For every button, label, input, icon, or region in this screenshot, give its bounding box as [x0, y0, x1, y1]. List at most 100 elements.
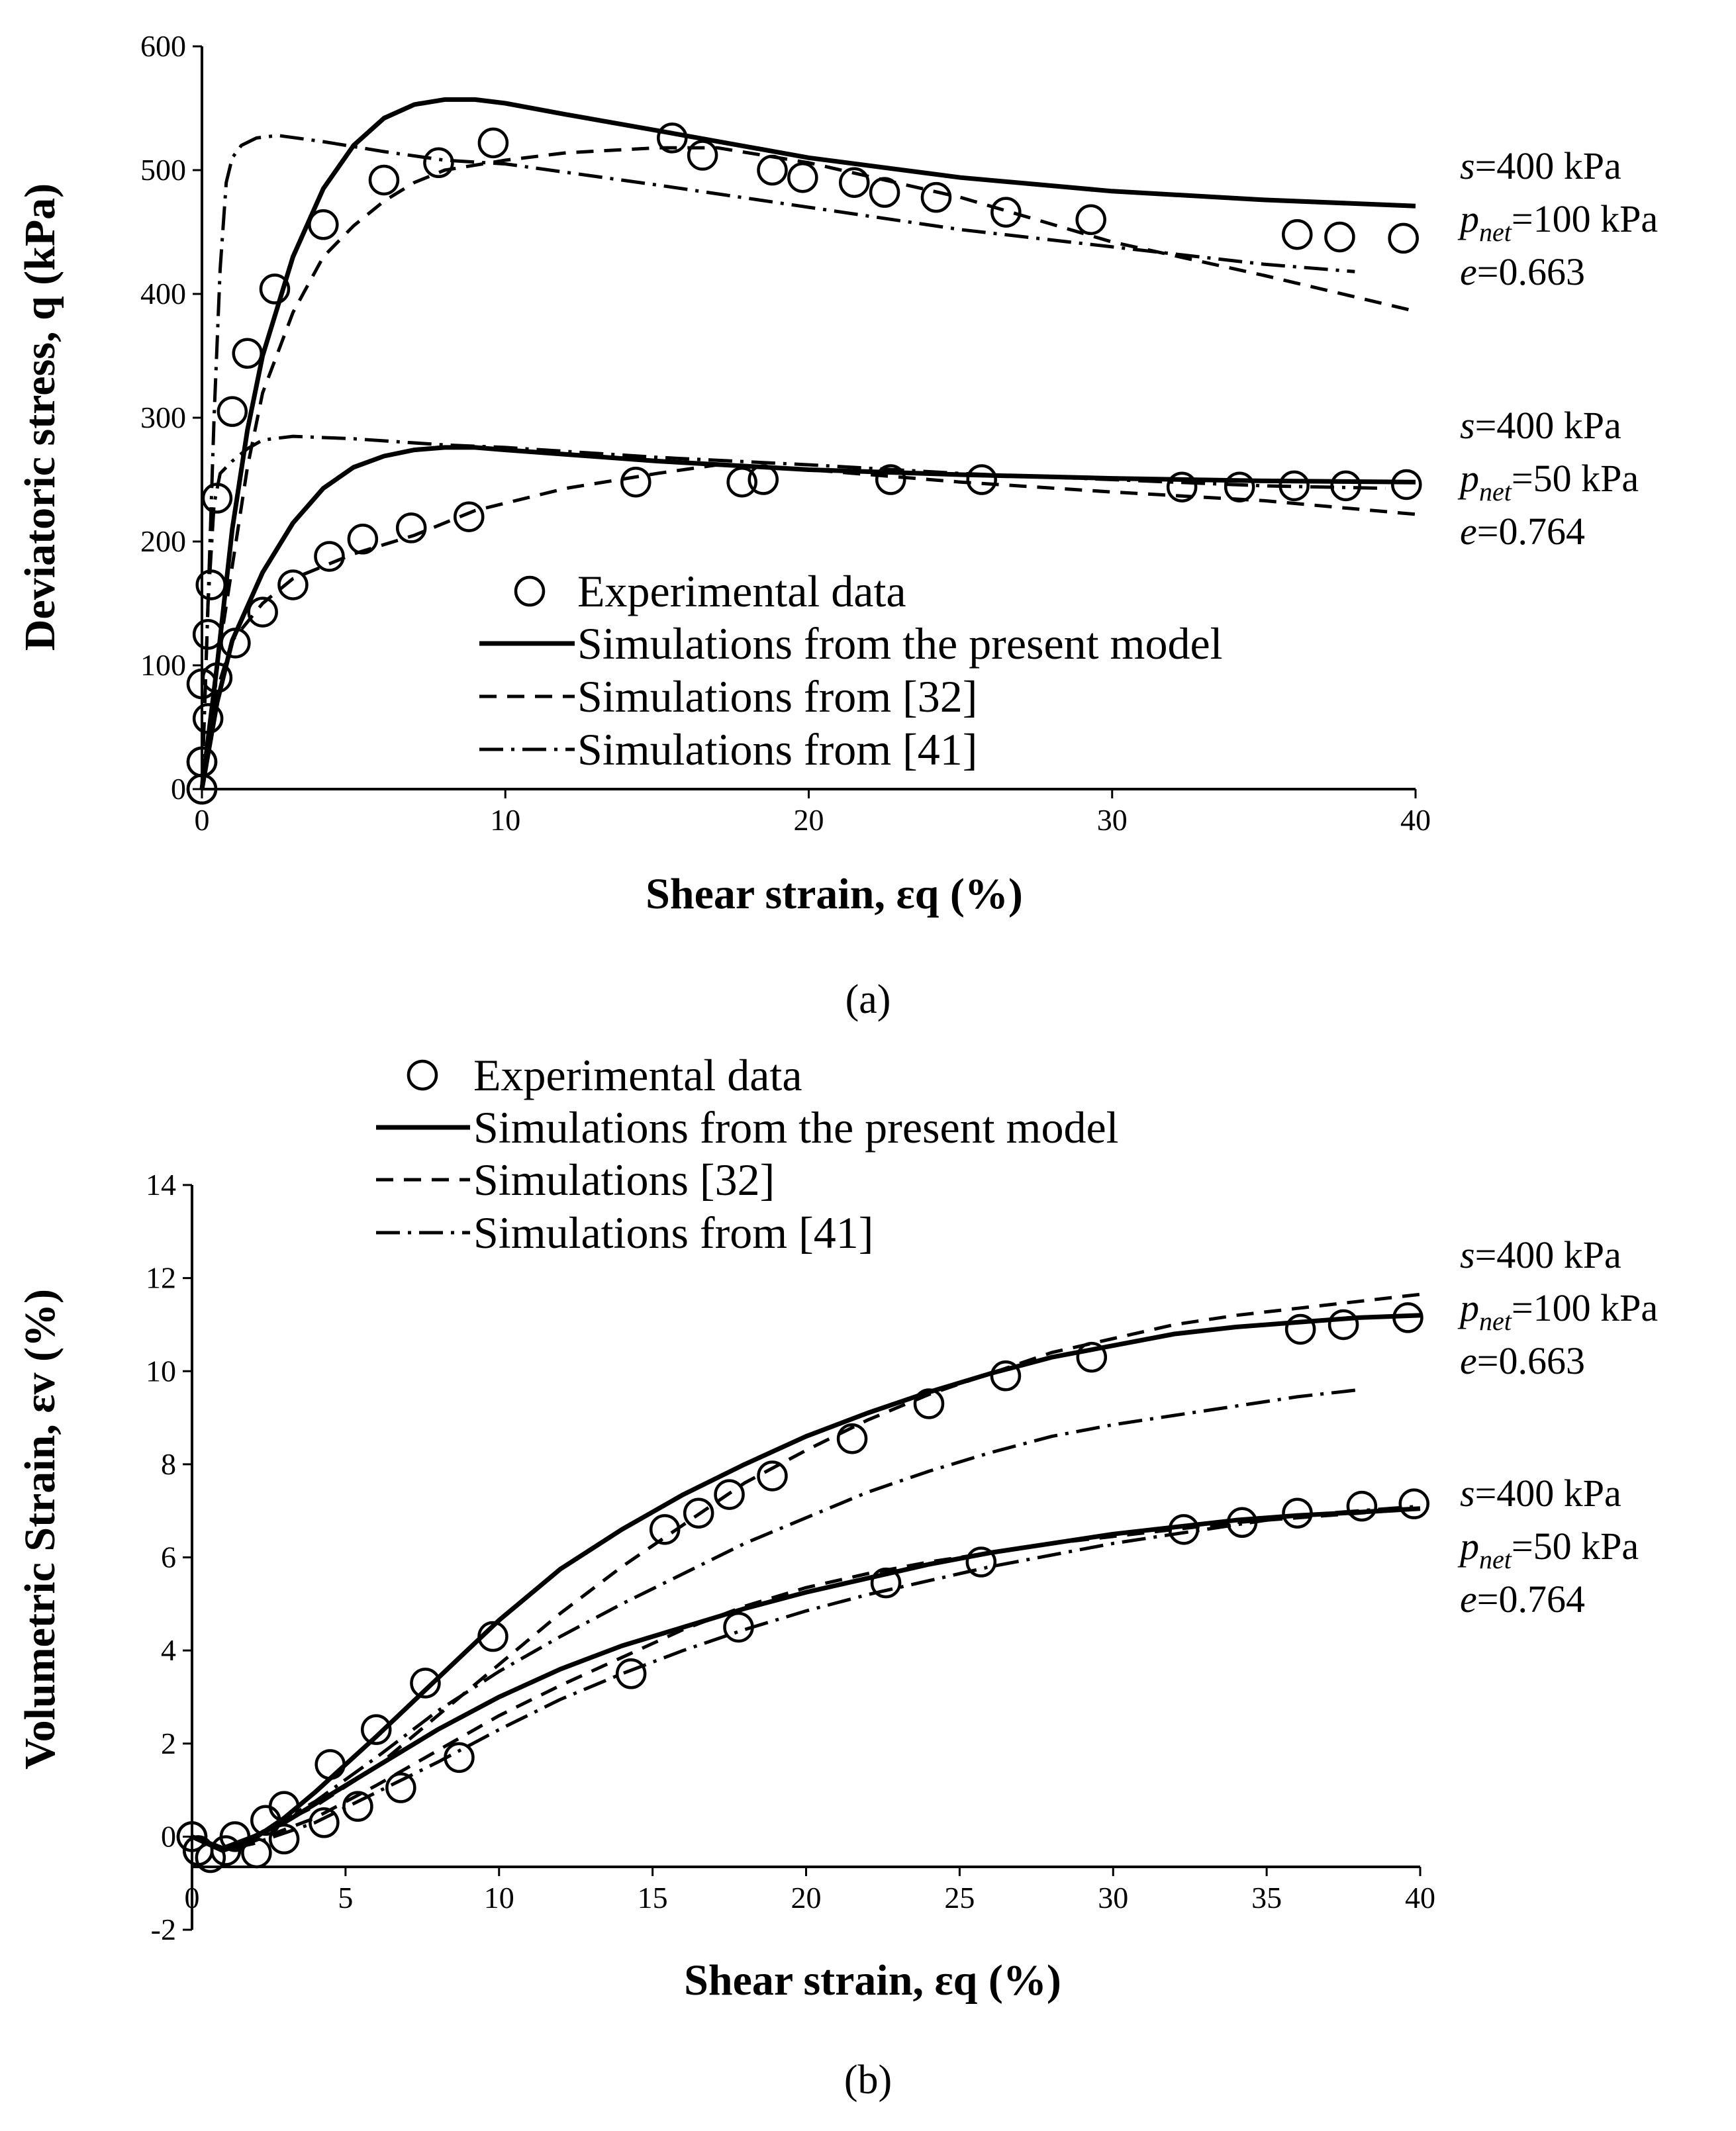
panel-b-annotation-2-s: s=400 kPa: [1460, 1472, 1621, 1515]
panel-a-experimental-point: [875, 464, 906, 495]
panel-a-series-solid: [199, 97, 1416, 790]
panel-b-experimental-point: [1398, 1488, 1429, 1519]
panel-a-x-axis-title: Shear strain, εq (%): [646, 870, 1023, 918]
panel-a-annotation-2-s: s=400 kPa: [1460, 404, 1621, 447]
panel-a-y-tick-label: 200: [140, 524, 186, 558]
panel-a: 0 100 200 300 400 500 600 0 10 20 30 40 Deviatoric …: [16, 29, 1658, 1022]
legend-marker-experimental-b: [407, 1059, 438, 1091]
panel-b-experimental-point: [615, 1658, 647, 1689]
panel-b-experimental-point: [757, 1460, 788, 1492]
panel-a-y-tick-label: 100: [140, 648, 186, 682]
panel-a-experimental-point: [314, 541, 345, 572]
panel-a-y-tick-label: 500: [140, 153, 186, 187]
panel-b-series-dashed: [191, 1507, 1421, 1852]
panel-a-annotation-1-e: e=0.663: [1460, 250, 1585, 293]
panel-a-experimental-point: [423, 147, 454, 179]
panel-b-y-tick-label: 12: [146, 1261, 176, 1295]
panel-b-legend-ref41: Simulations from [41]: [473, 1208, 873, 1258]
panel-b-annotation-2-pnet: pnet=50 kPa: [1457, 1525, 1639, 1574]
panel-b-annotation-2-e: e=0.764: [1460, 1578, 1585, 1621]
panel-a-x-tick-label: 0: [195, 803, 210, 837]
panel-a-series-dashdot: [200, 434, 1386, 790]
panel-b-x-tick-label: 25: [944, 1881, 975, 1915]
panel-a-experimental-point: [687, 140, 718, 171]
panel-a-annotation-2-e: e=0.764: [1460, 510, 1585, 553]
panel-b-y-tick-label: -2: [151, 1913, 176, 1946]
panel-b-experimental-point: [990, 1360, 1022, 1392]
panel-b-experimental-point: [1076, 1341, 1108, 1373]
panel-b-x-tick-label: 0: [185, 1881, 200, 1915]
panel-a-legend-present-model: Simulations from the present model: [577, 618, 1223, 669]
panel-a-series-dashed: [200, 463, 1416, 790]
panel-a-y-tick-label: 600: [140, 29, 186, 63]
panel-a-experimental-point: [757, 154, 788, 186]
panel-b-series-dashed: [191, 1292, 1421, 1850]
panel-a-experimental-point: [277, 569, 309, 600]
panel-b-series-solid: [191, 1506, 1421, 1851]
panel-b: -2 0 2 4 6 8 10 12 14 0 5 10 15 20 25 30 35 40 Volumetric…: [16, 1050, 1658, 2103]
panel-a-experimental-point: [1075, 204, 1106, 236]
panel-a-experimental-point: [620, 466, 651, 498]
panel-b-y-tick-label: 14: [146, 1168, 176, 1202]
panel-b-experimental-point: [314, 1749, 346, 1780]
panel-a-experimental-point: [247, 596, 278, 628]
panel-b-y-tick-label: 2: [161, 1727, 176, 1760]
panel-b-y-tick-label: 4: [161, 1633, 176, 1667]
panel-a-x-tick-label: 30: [1097, 803, 1128, 837]
panel-b-x-tick-label: 10: [484, 1881, 514, 1915]
legend-marker-experimental: [514, 575, 546, 607]
panel-b-x-tick-label: 5: [338, 1881, 353, 1915]
panel-b-x-tick-label: 40: [1405, 1881, 1435, 1915]
panel-b-experimental-point: [309, 1807, 340, 1838]
panel-b-x-tick-label: 30: [1098, 1881, 1128, 1915]
panel-a-x-tick-label: 40: [1400, 803, 1431, 837]
panel-b-annotation-1-e: e=0.663: [1460, 1339, 1585, 1382]
panel-a-annotation-1-s: s=400 kPa: [1460, 144, 1621, 187]
panel-a-y-tick-label: 300: [140, 401, 186, 434]
panel-a-experimental-point: [259, 273, 291, 305]
panel-b-series-solid: [191, 1313, 1421, 1853]
panel-b-legend-present-model: Simulations from the present model: [473, 1102, 1119, 1153]
panel-b-experimental-point: [965, 1546, 997, 1578]
panel-a-experimental-point: [395, 512, 427, 544]
panel-a-y-axis-title: Deviatoric stress, q (kPa): [16, 183, 64, 651]
panel-a-experimental-point: [368, 164, 400, 196]
panel-a-series-dashed: [200, 146, 1416, 790]
panel-b-x-tick-label: 15: [638, 1881, 668, 1915]
panel-a-experimental-point: [1324, 221, 1355, 253]
panel-a-experimental-point: [1388, 222, 1419, 254]
panel-a-legend-ref41: Simulations from [41]: [577, 724, 977, 775]
panel-b-y-tick-label: 6: [161, 1540, 176, 1574]
panel-b-x-axis-title: Shear strain, εq (%): [684, 1956, 1061, 2005]
panel-a-experimental-point: [990, 197, 1022, 228]
panel-a-label: (a): [845, 977, 891, 1022]
panel-a-legend-ref32: Simulations from [32]: [577, 671, 977, 722]
panel-b-legend: Experimental data Simulations from the p…: [376, 1050, 1119, 1258]
panel-b-experimental-point: [210, 1835, 242, 1866]
panel-b-y-tick-label: 0: [161, 1819, 176, 1853]
panel-a-series-dashdot: [200, 134, 1355, 790]
panel-a-annotation-2-pnet: pnet=50 kPa: [1457, 457, 1639, 506]
panel-a-experimental-point: [1391, 469, 1422, 500]
panel-a-experimental-point: [1224, 471, 1255, 502]
panel-b-y-axis-title: Volumetric Strain, εv (%): [16, 1289, 64, 1770]
panel-b-label: (b): [844, 2058, 892, 2103]
panel-a-y-tick-label: 400: [140, 277, 186, 310]
panel-b-x-tick-label: 20: [791, 1881, 822, 1915]
panel-b-experimental-point: [1346, 1490, 1378, 1522]
panel-b-experimental-point: [342, 1791, 373, 1822]
panel-b-annotation-1-pnet: pnet=100 kPa: [1457, 1286, 1658, 1336]
panel-a-experimental-point: [920, 181, 952, 213]
panel-a-experimental-point: [1166, 471, 1198, 502]
panel-a-annotation-1-pnet: pnet=100 kPa: [1457, 197, 1658, 247]
panel-a-experimental-point: [477, 127, 509, 159]
panel-b-experimental-point: [714, 1479, 745, 1510]
panel-a-y-tick-label: 0: [171, 772, 186, 806]
panel-b-series-dashdot: [191, 1504, 1421, 1852]
panel-b-x-tick-label: 35: [1251, 1881, 1282, 1915]
panel-a-experimental-point: [966, 464, 997, 495]
panel-b-experimental-point: [1284, 1313, 1316, 1345]
panel-b-y-tick-label: 8: [161, 1447, 176, 1481]
panel-a-experimental-point: [232, 338, 263, 369]
